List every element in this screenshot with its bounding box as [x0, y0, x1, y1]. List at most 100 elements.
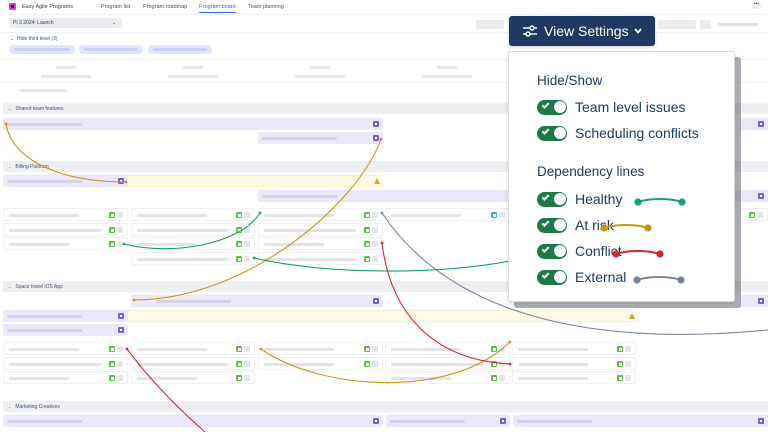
sprint-name-placeholder: [437, 66, 457, 69]
increment-select[interactable]: PI 3 2024: Launch ⌄: [9, 18, 122, 28]
filter-pill[interactable]: [148, 45, 212, 54]
story-icon: [617, 361, 623, 367]
feature-card[interactable]: [131, 295, 383, 307]
toggle-row-conflict[interactable]: Conflict: [537, 243, 622, 259]
story-card[interactable]: [3, 208, 128, 221]
estimate-badge: [372, 346, 378, 352]
feature-card[interactable]: [740, 295, 768, 307]
feature-card[interactable]: [3, 324, 128, 336]
feature-card[interactable]: [386, 415, 510, 427]
external-toggle[interactable]: [537, 269, 567, 285]
divider: [0, 32, 768, 33]
feature-card[interactable]: [3, 118, 383, 130]
toolbar-placeholder[interactable]: [700, 20, 711, 29]
story-icon: [364, 346, 370, 352]
filter-pill[interactable]: [9, 45, 75, 54]
feature-card[interactable]: [740, 118, 768, 130]
estimate-badge: [372, 212, 378, 218]
warning-icon: [374, 178, 380, 184]
chevron-down-icon: ⌄: [111, 20, 116, 26]
view-settings-button[interactable]: View Settings: [509, 16, 655, 46]
feature-card[interactable]: [258, 132, 383, 144]
story-card[interactable]: [258, 357, 383, 370]
chevron-down-icon: [634, 28, 642, 34]
toolbar-placeholder[interactable]: [658, 20, 696, 29]
toggle-label: External: [575, 269, 627, 285]
story-card[interactable]: [3, 342, 128, 355]
chevron-down-icon: ⌄: [8, 164, 12, 169]
team-level-issues-toggle[interactable]: [537, 99, 567, 115]
story-card[interactable]: [258, 342, 383, 355]
feature-card[interactable]: [3, 415, 383, 427]
story-card[interactable]: [131, 371, 255, 384]
story-card[interactable]: [385, 357, 510, 370]
story-card[interactable]: [3, 357, 128, 370]
story-icon: [109, 375, 115, 381]
toolbar-placeholder[interactable]: [476, 20, 504, 29]
conflict-toggle[interactable]: [537, 243, 567, 259]
feature-icon: [758, 193, 764, 199]
toggle-label: Team level issues: [575, 99, 686, 115]
toggle-row-external[interactable]: External: [537, 269, 626, 285]
estimate-badge: [625, 361, 631, 367]
scheduling-conflicts-toggle[interactable]: [537, 125, 567, 141]
story-card[interactable]: [131, 208, 255, 221]
section-header-marketing-creatives[interactable]: ⌄ Marketing Creatives: [3, 401, 768, 412]
story-card[interactable]: [3, 371, 128, 384]
estimate-badge: [499, 212, 505, 218]
estimate-badge: [372, 227, 378, 233]
story-card[interactable]: [131, 237, 255, 250]
story-icon: [491, 361, 497, 367]
story-card[interactable]: [3, 237, 128, 250]
estimate-badge: [117, 212, 123, 218]
toggle-row-team-level-issues[interactable]: Team level issues: [537, 99, 686, 115]
story-card[interactable]: [258, 223, 383, 236]
story-card[interactable]: [385, 371, 510, 384]
feature-card[interactable]: [513, 415, 768, 427]
story-icon: [109, 361, 115, 367]
tab-program-board[interactable]: Program board: [199, 4, 236, 13]
story-card[interactable]: [3, 223, 128, 236]
story-card[interactable]: [131, 357, 255, 370]
healthy-toggle[interactable]: [537, 191, 567, 207]
story-card[interactable]: [258, 237, 383, 250]
feature-card[interactable]: [3, 310, 128, 322]
story-card[interactable]: [512, 342, 636, 355]
estimate-badge: [117, 241, 123, 247]
story-card[interactable]: [131, 252, 255, 265]
story-card[interactable]: [131, 223, 255, 236]
tab-program-roadmap[interactable]: Program roadmap: [143, 3, 188, 10]
story-icon: [236, 212, 242, 218]
at-risk-toggle[interactable]: [537, 217, 567, 233]
story-card[interactable]: [385, 342, 510, 355]
tab-team-planning[interactable]: Team planning: [248, 3, 284, 10]
hide-third-level-toggle[interactable]: ⌄ Hide third level (3): [10, 36, 58, 42]
more-options-button[interactable]: •••: [752, 1, 761, 9]
story-card[interactable]: [740, 208, 768, 221]
toggle-row-scheduling-conflicts[interactable]: Scheduling conflicts: [537, 125, 699, 141]
filter-pill[interactable]: [79, 45, 143, 54]
story-card[interactable]: [258, 208, 383, 221]
estimate-badge: [244, 256, 250, 262]
feature-icon: [373, 418, 379, 424]
feature-card[interactable]: [3, 175, 128, 187]
section-header-shared-team-features[interactable]: ⌄ Shared team features: [3, 103, 768, 114]
story-card[interactable]: [258, 252, 383, 265]
estimate-badge: [244, 241, 250, 247]
toggle-row-healthy[interactable]: Healthy: [537, 191, 622, 207]
section-title: Space travel iOS App: [15, 284, 63, 290]
story-card[interactable]: [512, 357, 636, 370]
warning-icon: [629, 313, 635, 319]
story-card[interactable]: [131, 342, 255, 355]
check-icon: [541, 100, 550, 109]
story-icon: [364, 256, 370, 262]
story-icon: [364, 212, 370, 218]
story-card[interactable]: [512, 371, 636, 384]
healthy-line-legend-icon: [634, 198, 686, 206]
estimate-badge: [372, 256, 378, 262]
story-card[interactable]: [385, 208, 510, 221]
feature-icon: [373, 298, 379, 304]
tab-program-list[interactable]: Program list: [101, 3, 131, 10]
estimate-badge: [499, 361, 505, 367]
sprint-name-placeholder: [56, 66, 76, 69]
